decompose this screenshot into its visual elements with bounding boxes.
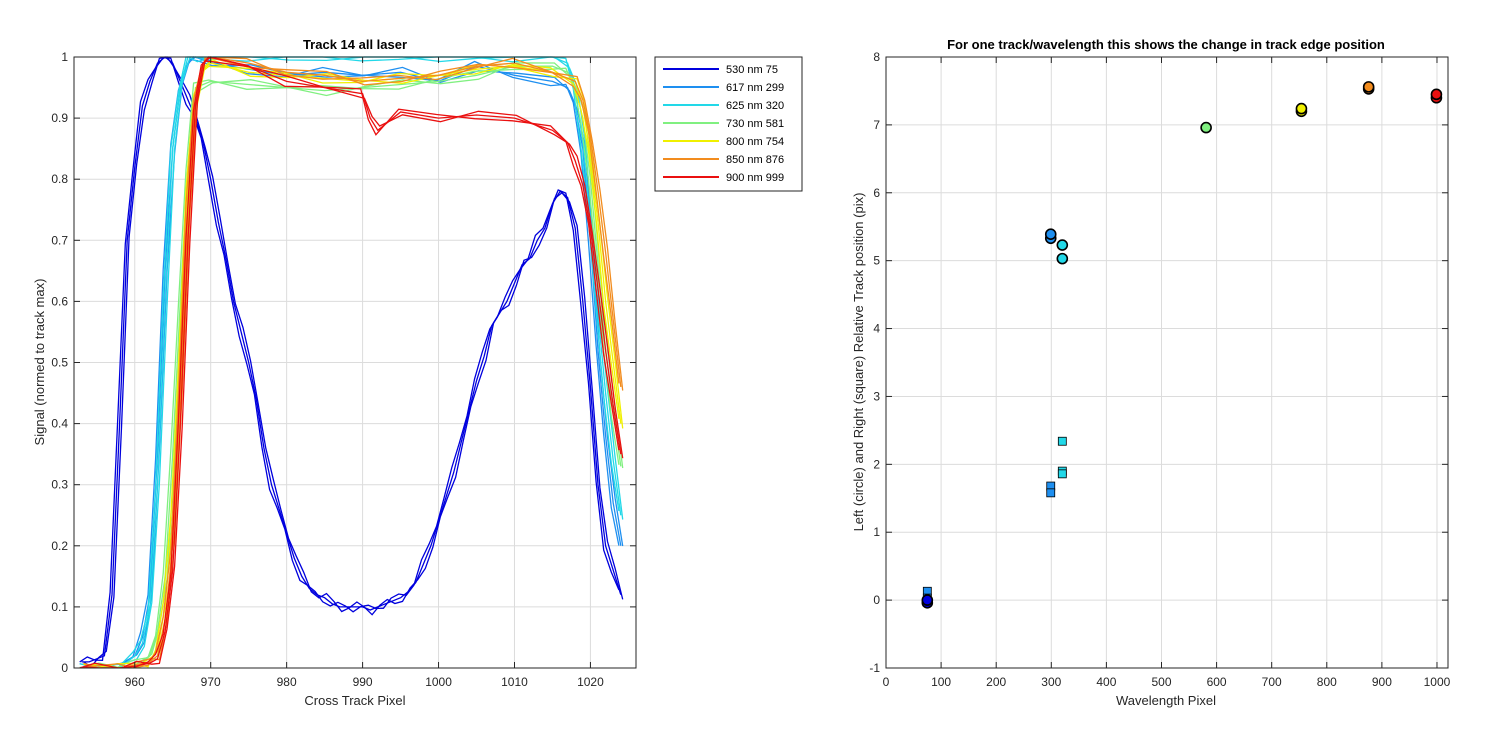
scatter-chart-x-tick-label: 0: [883, 675, 890, 689]
scatter-chart-ticks: 0 100 200 300 400 500 600 700 800 900 1000-1012345…: [869, 50, 1450, 689]
series-line-850-nm-876: [81, 56, 622, 668]
legend-entry: 625 nm 320: [726, 100, 784, 112]
line-chart-x-tick-label: 990: [353, 675, 373, 689]
scatter-chart: For one track/wavelength this shows the …: [851, 37, 1451, 708]
scatter-chart-x-tick-label: 1000: [1424, 675, 1451, 689]
line-chart-x-tick-label: 960: [125, 675, 145, 689]
line-chart-y-tick-label: 0.2: [51, 539, 68, 553]
legend-entry: 900 nm 999: [726, 172, 784, 184]
scatter-chart-y-tick-label: 2: [873, 457, 880, 471]
scatter-chart-y-tick-label: 3: [873, 389, 880, 403]
scatter-chart-y-tick-label: 5: [873, 254, 880, 268]
series-line-900-nm-999: [79, 56, 620, 668]
series-line-617-nm-299: [79, 56, 620, 668]
legend: 530 nm 75 617 nm 299 625 nm 320 730 nm 581 8…: [654, 56, 803, 192]
scatter-chart-y-axis-label: Left (circle) and Right (square) Relativ…: [851, 193, 866, 532]
line-chart-y-tick-label: 0.8: [51, 172, 68, 186]
scatter-chart-x-tick-label: 200: [986, 675, 1006, 689]
line-chart-y-axis-label: Signal (normed to track max): [32, 279, 47, 446]
line-chart-y-tick-label: 0.5: [51, 356, 68, 370]
series-line-530-nm-75: [79, 57, 620, 663]
right-edge-point: [1046, 488, 1056, 498]
line-chart-x-tick-label: 1010: [501, 675, 528, 689]
line-chart-y-tick-label: 1: [61, 50, 68, 64]
right-edge-point: [1057, 436, 1067, 446]
line-chart-y-tick-label: 0: [61, 661, 68, 675]
scatter-chart-y-tick-label: 8: [873, 50, 880, 64]
legend-entry: 530 nm 75: [726, 64, 778, 76]
scatter-chart-title: For one track/wavelength this shows the …: [947, 37, 1385, 52]
line-chart-y-tick-label: 0.3: [51, 478, 68, 492]
scatter-chart-y-tick-label: 4: [873, 322, 880, 336]
scatter-chart-y-tick-label: 6: [873, 186, 880, 200]
scatter-chart-y-tick-label: 7: [873, 118, 880, 132]
left-edge-point: [1295, 102, 1308, 115]
left-edge-point: [1430, 88, 1443, 101]
scatter-chart-x-tick-label: 900: [1372, 675, 1392, 689]
line-chart-x-tick-label: 1020: [577, 675, 604, 689]
legend-entry: 850 nm 876: [726, 154, 784, 166]
line-chart-x-tick-label: 970: [201, 675, 221, 689]
line-chart-title: Track 14 all laser: [303, 37, 407, 52]
left-edge-point: [1056, 252, 1069, 265]
scatter-chart-x-tick-label: 400: [1096, 675, 1116, 689]
scatter-chart-y-tick-label: 1: [873, 525, 880, 539]
series-line-625-nm-320: [83, 56, 624, 668]
scatter-chart-x-axis-label: Wavelength Pixel: [1116, 693, 1216, 708]
series-line-900-nm-999: [81, 56, 622, 668]
scatter-chart-x-tick-label: 700: [1262, 675, 1282, 689]
line-chart-series: [79, 56, 624, 668]
left-edge-point: [1200, 121, 1212, 134]
scatter-chart-x-tick-label: 600: [1207, 675, 1227, 689]
series-line-730-nm-581: [81, 65, 622, 668]
scatter-chart-x-tick-label: 500: [1151, 675, 1171, 689]
scatter-chart-points: [921, 81, 1443, 609]
line-chart-y-tick-label: 0.4: [51, 417, 68, 431]
line-chart-x-tick-label: 980: [277, 675, 297, 689]
legend-entry: 800 nm 754: [726, 136, 784, 148]
line-chart-y-tick-label: 0.9: [51, 111, 68, 125]
scatter-chart-x-tick-label: 300: [1041, 675, 1061, 689]
left-edge-point: [1044, 228, 1057, 240]
scatter-chart-axes-box: [885, 56, 1449, 669]
line-chart-ticks: 960 970 980 990 1000 1010 1020 0 0.1 0.2 0.3 0.4 0.5…: [51, 50, 636, 689]
line-chart-x-axis-label: Cross Track Pixel: [304, 693, 405, 708]
scatter-chart-y-tick-label: 0: [873, 593, 880, 607]
left-edge-point: [1362, 81, 1375, 93]
right-edge-point: [1057, 469, 1067, 479]
line-chart-x-tick-label: 1000: [425, 675, 452, 689]
left-edge-point: [921, 594, 934, 606]
legend-entry: 617 nm 299: [726, 82, 784, 94]
line-chart-y-tick-label: 0.1: [51, 600, 68, 614]
scatter-chart-x-tick-label: 100: [931, 675, 951, 689]
line-chart: Track 14 all laser 960 970 980 990 1000 1010 1…: [32, 37, 803, 708]
series-line-900-nm-999: [83, 60, 624, 668]
left-edge-point: [1056, 239, 1069, 251]
scatter-chart-x-tick-label: 800: [1317, 675, 1337, 689]
scatter-chart-plot-area: [886, 57, 1448, 668]
scatter-chart-y-tick-label: -1: [869, 661, 880, 675]
legend-entry: 730 nm 581: [726, 118, 784, 130]
line-chart-y-tick-label: 0.6: [51, 294, 68, 308]
line-chart-y-tick-label: 0.7: [51, 233, 68, 247]
series-line-730-nm-581: [79, 67, 620, 668]
